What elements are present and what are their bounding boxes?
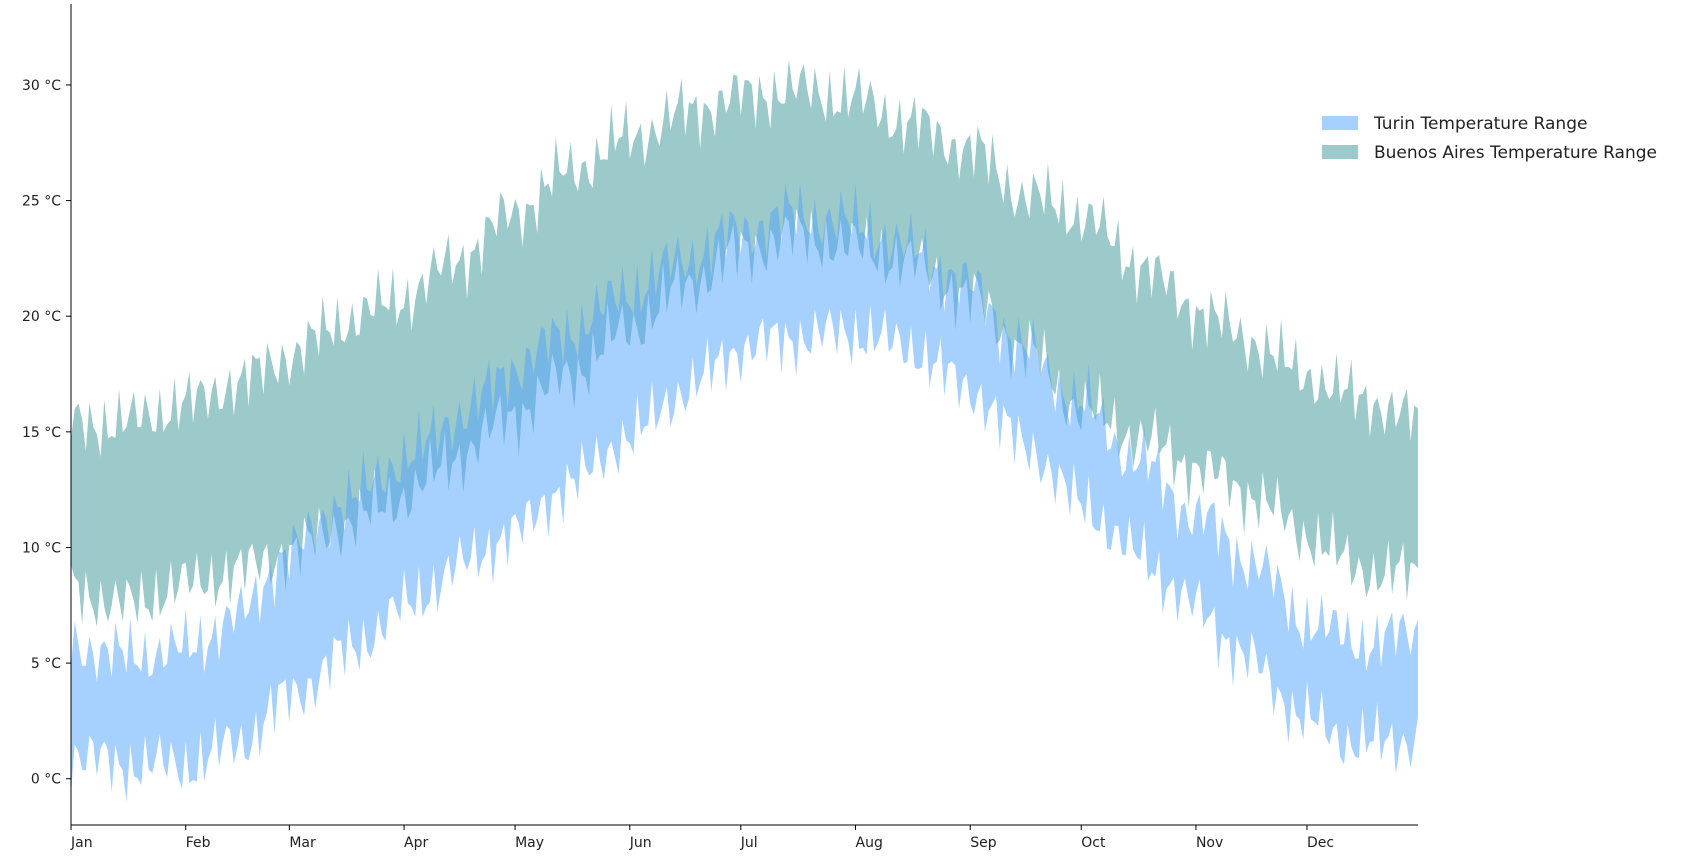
- x-tick-label: Mar: [289, 835, 316, 851]
- x-tick-label: Apr: [404, 835, 428, 851]
- y-tick-label: 10 °C: [22, 540, 61, 556]
- x-tick-label: Jul: [740, 835, 758, 851]
- legend: Turin Temperature Range Buenos Aires Temp…: [1322, 114, 1657, 163]
- x-tick-label: Aug: [856, 835, 883, 851]
- legend-label: Buenos Aires Temperature Range: [1374, 143, 1657, 163]
- x-axis-ticks: Jan Feb Mar Apr May Jun Jul Aug Sep Oct Nov Dec: [70, 825, 1334, 851]
- area-series-group: [71, 59, 1418, 803]
- x-tick-label: Nov: [1196, 835, 1223, 851]
- x-tick-label: Sep: [970, 835, 997, 851]
- legend-swatch: [1322, 145, 1358, 159]
- y-tick-label: 15 °C: [22, 425, 61, 441]
- legend-swatch: [1322, 116, 1358, 130]
- y-tick-label: 5 °C: [31, 656, 61, 672]
- x-tick-label: Jan: [70, 835, 93, 851]
- y-axis-ticks: 0 °C 5 °C 10 °C 15 °C 20 °C 25 °C 30 °C: [22, 78, 71, 788]
- x-tick-label: Oct: [1081, 835, 1106, 851]
- y-tick-label: 20 °C: [22, 309, 61, 325]
- x-tick-label: Dec: [1307, 835, 1334, 851]
- x-tick-label: Jun: [629, 835, 652, 851]
- legend-label: Turin Temperature Range: [1373, 114, 1587, 134]
- y-tick-label: 25 °C: [22, 194, 61, 210]
- y-tick-label: 0 °C: [31, 772, 61, 788]
- x-tick-label: May: [515, 835, 544, 851]
- area-turin-temperature-range: [71, 182, 1418, 803]
- x-tick-label: Feb: [186, 835, 211, 851]
- y-tick-label: 30 °C: [22, 78, 61, 94]
